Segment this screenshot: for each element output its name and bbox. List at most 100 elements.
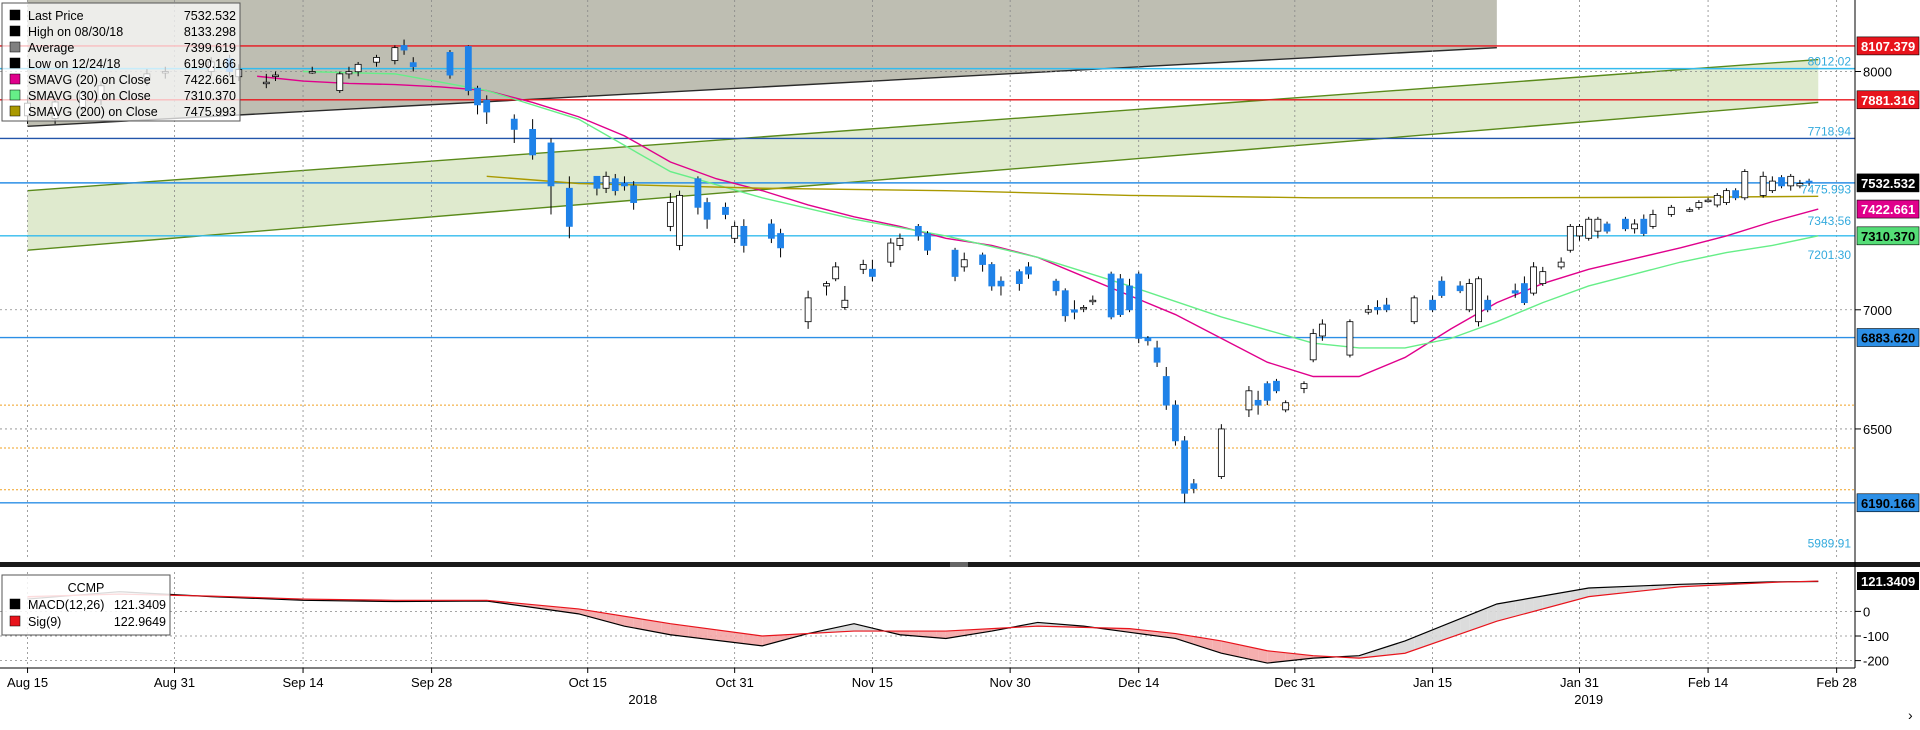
price-legend-value: 7532.532 (184, 9, 236, 23)
candle-body (1310, 334, 1316, 360)
candle (1788, 174, 1794, 191)
price-tag-label: 7532.532 (1861, 176, 1915, 191)
candle (961, 253, 967, 272)
candle-body (1264, 384, 1270, 401)
candle (1218, 424, 1224, 479)
candle (778, 229, 784, 258)
candle (677, 191, 683, 251)
macd-legend-swatch (10, 616, 20, 626)
macd-ytick-label: 0 (1863, 604, 1870, 619)
x-year-label: 2019 (1574, 692, 1603, 707)
candle-body (1016, 272, 1022, 284)
price-level-label: 8012.02 (1808, 55, 1852, 69)
macd-fill-segment (707, 629, 716, 641)
price-legend-label: Average (28, 41, 74, 55)
price-legend-swatch (10, 106, 20, 116)
candle (1117, 274, 1123, 317)
candle-body (511, 119, 517, 129)
candle (1053, 279, 1059, 296)
candle-body (1145, 338, 1151, 340)
candle-body (768, 224, 774, 238)
macd-fill-segment (680, 625, 689, 637)
candle-body (392, 48, 398, 61)
candle (1687, 207, 1693, 212)
candle (1475, 276, 1481, 326)
candle-body (1182, 441, 1188, 493)
price-legend-value: 6190.166 (184, 57, 236, 71)
candle-body (704, 203, 710, 220)
candle (1723, 188, 1729, 205)
candle (1457, 281, 1463, 293)
candle-body (1485, 300, 1491, 310)
x-tick-label: Feb 14 (1688, 675, 1728, 690)
candle (805, 291, 811, 329)
price-legend-value: 7422.661 (184, 73, 236, 87)
candle (732, 222, 738, 243)
candle-body (594, 176, 600, 188)
candle (980, 253, 986, 272)
candle-body (1733, 191, 1739, 198)
candle (1182, 436, 1188, 503)
candle-body (667, 203, 673, 227)
candle (823, 281, 829, 295)
candle (1466, 279, 1472, 312)
candle-body (695, 179, 701, 208)
candle (952, 248, 958, 281)
price-legend-label: Last Price (28, 9, 84, 23)
candle-body (309, 71, 315, 73)
candle (1714, 193, 1720, 207)
candle-body (548, 143, 554, 186)
candle-body (1117, 279, 1123, 315)
price-legend-swatch (10, 26, 20, 36)
candle-body (566, 188, 572, 226)
candle-body (888, 243, 894, 262)
macd-fill-segment (1276, 652, 1285, 662)
candle-body (1384, 305, 1390, 310)
candle-body (1136, 274, 1142, 338)
price-tag-label: 7310.370 (1861, 229, 1915, 244)
candle (1650, 210, 1656, 229)
price-level-label: 7718.94 (1808, 124, 1852, 138)
candle (1641, 214, 1647, 235)
candle (1622, 217, 1628, 231)
candle-body (897, 238, 903, 245)
x-tick-label: Jan 31 (1560, 675, 1599, 690)
candle (860, 260, 866, 274)
price-tag-label: 8107.379 (1861, 39, 1915, 54)
candle-body (842, 300, 848, 307)
candle-body (1779, 178, 1785, 186)
candle-body (1595, 219, 1601, 231)
price-ytick-label: 7000 (1863, 303, 1892, 318)
price-legend-value: 8133.298 (184, 25, 236, 39)
price-tag-label: 6190.166 (1861, 496, 1915, 511)
candle (869, 260, 875, 281)
candle-body (1218, 429, 1224, 477)
candle-body (1650, 214, 1656, 226)
candle (1347, 319, 1353, 357)
candle (1558, 257, 1564, 269)
x-tick-label: Sep 28 (411, 675, 452, 690)
candle-body (1531, 267, 1537, 293)
scroll-arrow-icon: › (1908, 707, 1913, 723)
price-legend-swatch (10, 10, 20, 20)
candle-body (998, 281, 1004, 286)
candle-body (1760, 176, 1766, 195)
price-legend-label: SMAVG (200) on Close (28, 105, 158, 119)
price-legend-value: 7399.619 (184, 41, 236, 55)
candle-body (1687, 210, 1693, 212)
candle (667, 193, 673, 231)
candle (1136, 272, 1142, 343)
candle-body (1457, 286, 1463, 291)
candle-body (1696, 203, 1702, 208)
candle-body (1374, 307, 1380, 309)
macd-fill-segment (716, 630, 725, 642)
candle-body (1108, 274, 1114, 317)
candle (1521, 276, 1527, 305)
macd-tag-label: 121.3409 (1861, 574, 1915, 589)
candle (1485, 295, 1491, 312)
candle-body (1769, 181, 1775, 191)
price-legend-value: 7310.370 (184, 89, 236, 103)
macd-legend-label: MACD(12,26) (28, 598, 104, 612)
x-tick-label: Dec 14 (1118, 675, 1159, 690)
